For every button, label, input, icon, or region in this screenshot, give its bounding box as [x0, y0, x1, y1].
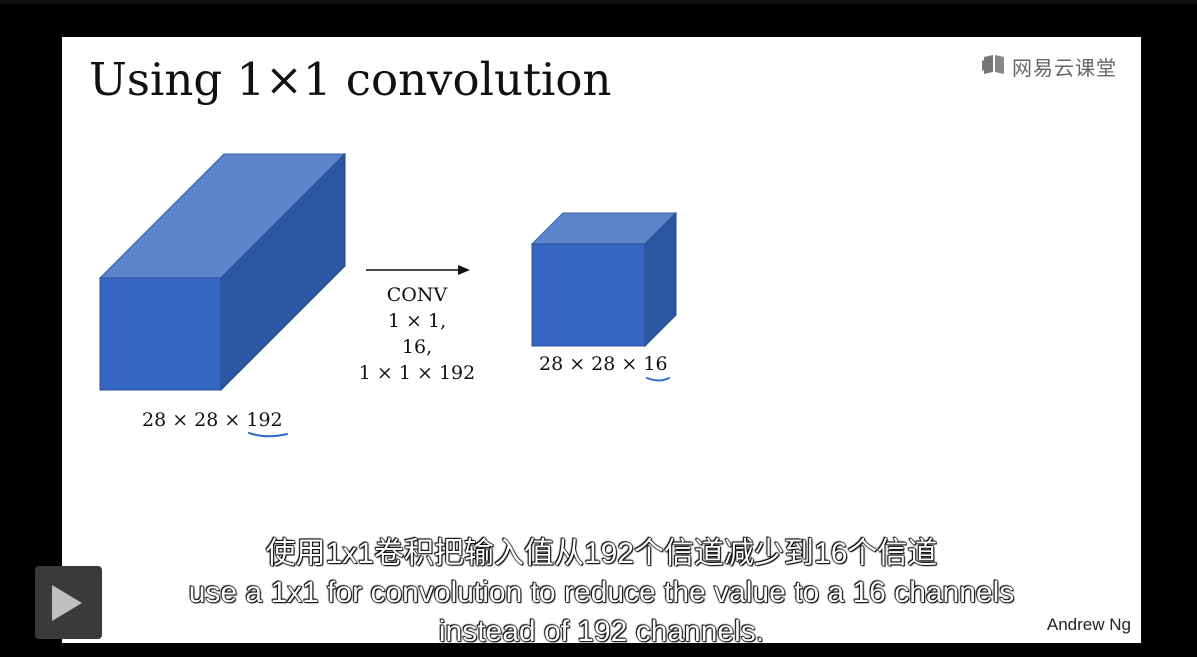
- subtitle-en-2: instead of 192 channels.: [438, 615, 765, 644]
- input-volume: [98, 152, 347, 392]
- play-button[interactable]: [35, 566, 102, 639]
- brand-text: 网易云课堂: [1012, 55, 1117, 80]
- video-frame[interactable]: Using 1×1 convolution 网易云课堂: [62, 37, 1141, 643]
- conv-line-3: 16,: [401, 336, 433, 358]
- play-icon: [52, 585, 82, 621]
- output-volume: [530, 211, 678, 348]
- subtitles: 使用1x1卷积把输入值从192个信道减少到16个信道 use a 1x1 for…: [62, 534, 1141, 644]
- arrow: [366, 265, 470, 275]
- conv-line-2: 1 × 1,: [387, 310, 447, 332]
- top-bar: [0, 0, 1197, 4]
- author-name: Andrew Ng: [1046, 615, 1131, 634]
- input-volume-label: 28 × 28 × 192: [142, 409, 283, 431]
- slide-title: Using 1×1 convolution: [89, 53, 612, 106]
- subtitle-zh: 使用1x1卷积把输入值从192个信道减少到16个信道: [265, 537, 938, 571]
- underline-192: [248, 432, 288, 438]
- brand-logo: 网易云课堂: [982, 52, 1117, 80]
- convolution-figure: [98, 152, 678, 438]
- conv-line-4: 1 × 1 × 192: [358, 362, 476, 384]
- output-volume-front: [531, 243, 646, 347]
- subtitle-en-1: use a 1x1 for convolution to reduce the …: [188, 576, 1015, 610]
- conv-line-1: CONV: [386, 284, 448, 306]
- book-icon: [982, 53, 1006, 79]
- underline-16: [646, 377, 670, 382]
- output-volume-label: 28 × 28 × 16: [539, 353, 668, 375]
- conv-operation-label: CONV 1 × 1, 16, 1 × 1 × 192: [352, 282, 482, 386]
- input-volume-front: [99, 277, 222, 391]
